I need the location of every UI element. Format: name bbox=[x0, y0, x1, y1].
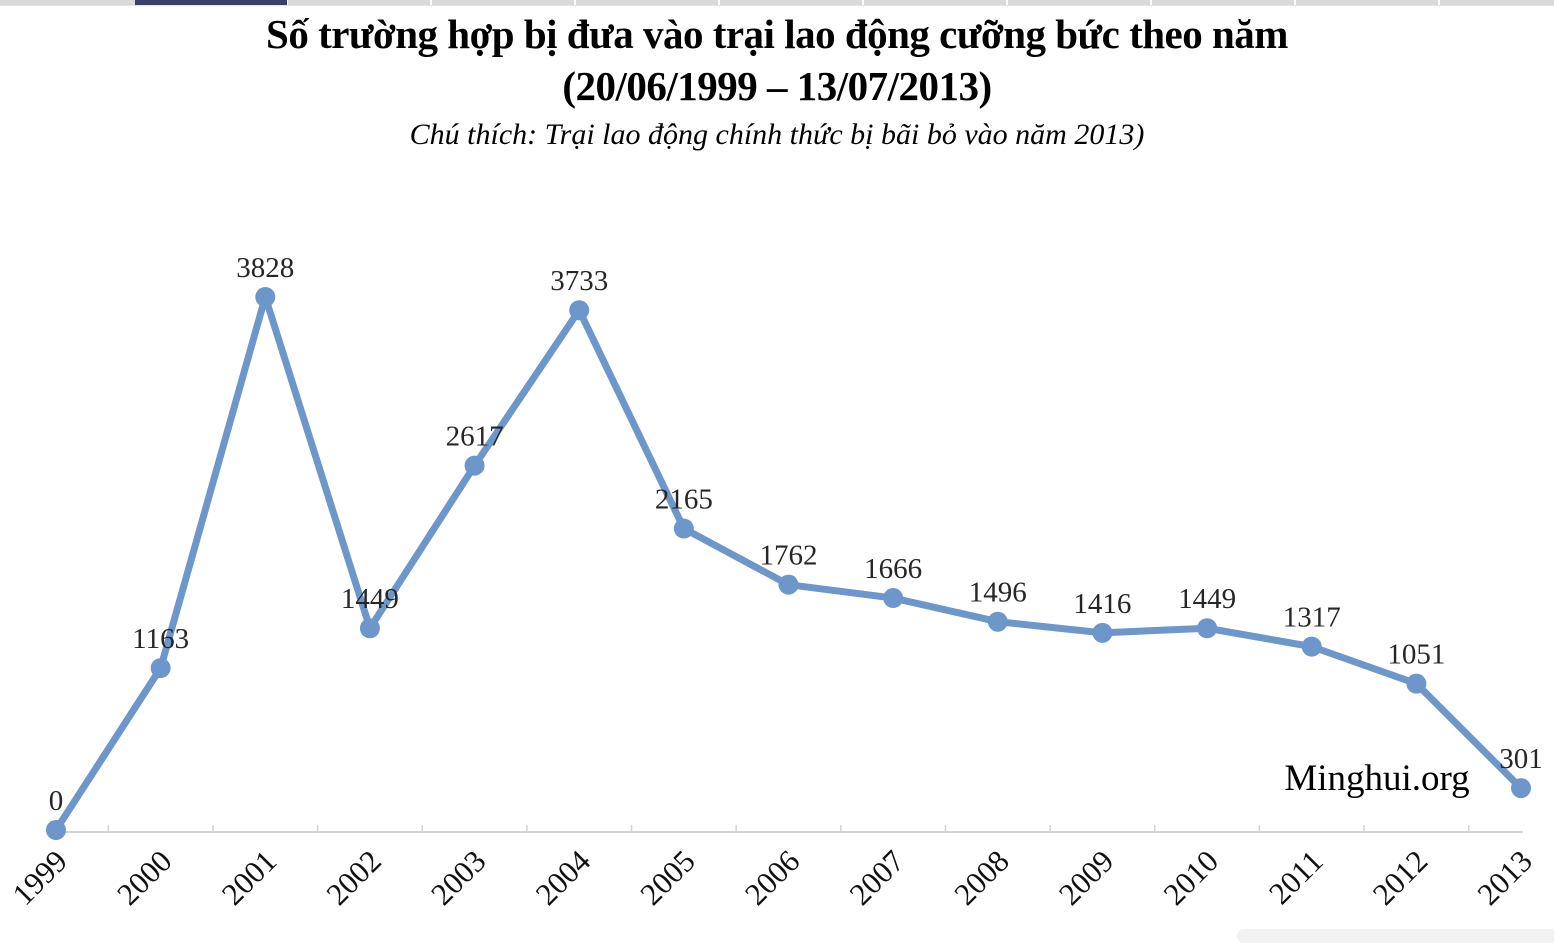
chart-title: Số trường hợp bị đưa vào trại lao động c… bbox=[266, 11, 1288, 57]
x-tick-label-2005: 2005 bbox=[633, 843, 702, 912]
data-point-2005 bbox=[673, 518, 694, 539]
bottom-smudge bbox=[1237, 929, 1554, 943]
x-tick-label-2004: 2004 bbox=[529, 843, 598, 912]
x-tick-label-2008: 2008 bbox=[947, 843, 1016, 912]
chart-subtitle: Chú thích: Trại lao động chính thức bị b… bbox=[409, 118, 1145, 151]
data-point-2011 bbox=[1301, 636, 1322, 657]
data-label-2006: 1762 bbox=[760, 540, 818, 572]
data-point-2013 bbox=[1511, 778, 1531, 799]
x-tick-label-2003: 2003 bbox=[424, 843, 493, 912]
x-tick-label-2007: 2007 bbox=[843, 843, 912, 912]
data-label-2009: 1416 bbox=[1073, 588, 1131, 620]
data-label-1999: 0 bbox=[49, 785, 64, 817]
data-point-2002 bbox=[359, 618, 380, 639]
data-label-2002: 1449 bbox=[341, 583, 399, 615]
data-label-2004: 3733 bbox=[550, 265, 608, 297]
data-point-2009 bbox=[1092, 622, 1113, 643]
data-label-2010: 1449 bbox=[1178, 583, 1236, 615]
data-point-2008 bbox=[987, 611, 1008, 632]
x-tick-label-2001: 2001 bbox=[215, 843, 284, 912]
data-label-2005: 2165 bbox=[655, 484, 713, 516]
x-tick-label-2006: 2006 bbox=[738, 843, 807, 912]
data-label-2003: 2617 bbox=[446, 421, 504, 453]
data-label-2000: 1163 bbox=[132, 623, 189, 655]
x-tick-label-2012: 2012 bbox=[1366, 843, 1435, 912]
data-point-2007 bbox=[883, 588, 904, 609]
data-point-2010 bbox=[1197, 618, 1218, 639]
data-point-2000 bbox=[150, 658, 171, 679]
data-label-2011: 1317 bbox=[1283, 602, 1341, 634]
x-tick-label-2002: 2002 bbox=[319, 843, 388, 912]
x-tick-label-1999: 1999 bbox=[5, 843, 74, 912]
watermark: Minghui.org bbox=[1284, 758, 1469, 799]
data-point-2004 bbox=[569, 300, 590, 321]
data-point-2001 bbox=[255, 287, 276, 307]
top-strip bbox=[0, 0, 1554, 6]
x-tick-label-2000: 2000 bbox=[110, 843, 179, 912]
data-label-2013: 301 bbox=[1499, 743, 1543, 775]
data-label-2007: 1666 bbox=[864, 553, 922, 585]
data-label-2008: 1496 bbox=[969, 577, 1027, 609]
chart-title-dates: (20/06/1999 – 13/07/2013) bbox=[562, 63, 992, 109]
x-tick-label-2009: 2009 bbox=[1052, 843, 1121, 912]
x-tick-label-2011: 2011 bbox=[1262, 843, 1330, 911]
data-label-2001: 3828 bbox=[236, 252, 294, 284]
data-point-2006 bbox=[778, 574, 799, 595]
data-point-1999 bbox=[46, 820, 66, 840]
data-label-2012: 1051 bbox=[1387, 639, 1445, 671]
x-tick-label-2010: 2010 bbox=[1156, 843, 1225, 912]
data-point-2003 bbox=[464, 455, 485, 476]
chart-header: Số trường hợp bị đưa vào trại lao động c… bbox=[0, 8, 1554, 158]
data-point-2012 bbox=[1406, 673, 1427, 694]
x-tick-label-2013: 2013 bbox=[1470, 843, 1539, 912]
top-strip-selection bbox=[135, 0, 287, 5]
